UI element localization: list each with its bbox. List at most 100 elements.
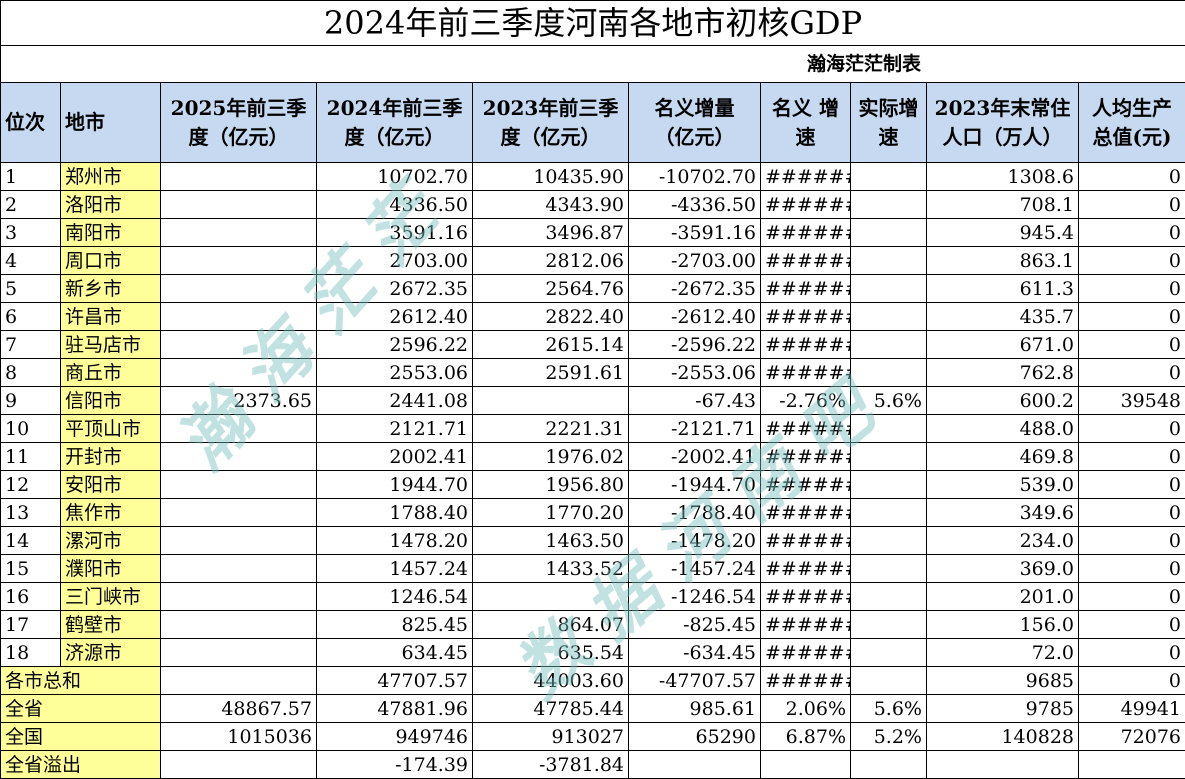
cell (160, 750, 317, 779)
cell: 0 (1077, 442, 1185, 471)
cell: 7 (0, 330, 61, 359)
cell: -3591.16 (628, 218, 761, 247)
cell (160, 666, 317, 695)
cell: -3781.84 (472, 750, 629, 779)
cell: 0 (1077, 414, 1185, 443)
cell: -1944.70 (628, 470, 761, 499)
total-row: 全省 48867.57 47881.96 47785.44 985.61 2.06% 5.6… (0, 694, 1185, 723)
cell: 9685 (926, 666, 1079, 695)
cell: 全国 (0, 722, 161, 751)
cell: -2.76% (760, 386, 851, 415)
cell: 0 (1077, 330, 1185, 359)
cell: 985.61 (628, 694, 761, 723)
cell (160, 274, 317, 303)
cell: 47785.44 (472, 694, 629, 723)
cell (850, 358, 927, 387)
cell: 17 (0, 610, 61, 639)
cell (160, 582, 317, 611)
cell: 39548 (1077, 386, 1185, 415)
cell: 商丘市 (60, 358, 161, 387)
cell: 4336.50 (316, 190, 473, 219)
cell (160, 218, 317, 247)
cell: 焦作市 (60, 498, 161, 527)
cell: 南阳市 (60, 218, 161, 247)
cell: 1478.20 (316, 526, 473, 555)
cell (850, 526, 927, 555)
cell: 2612.40 (316, 302, 473, 331)
cell: 11 (0, 442, 61, 471)
cell: 1433.52 (472, 554, 629, 583)
cell: 漯河市 (60, 526, 161, 555)
cell: 0 (1077, 246, 1185, 275)
cell: 3 (0, 218, 61, 247)
cell: 49941 (1077, 694, 1185, 723)
cell: 1944.70 (316, 470, 473, 499)
cell: 864.07 (472, 610, 629, 639)
cell: 许昌市 (60, 302, 161, 331)
cell: 0 (1077, 358, 1185, 387)
cell: 洛阳市 (60, 190, 161, 219)
cell: 0 (1077, 526, 1185, 555)
title: 2024年前三季度河南各地市初核GDP (0, 0, 1185, 46)
cell: ####### (760, 442, 851, 471)
cell: 地市 (60, 82, 161, 163)
cell: -1246.54 (628, 582, 761, 611)
cell (160, 638, 317, 667)
cell: 234.0 (926, 526, 1079, 555)
cell (850, 330, 927, 359)
cell: ####### (760, 190, 851, 219)
cell: 0 (1077, 470, 1185, 499)
cell: 539.0 (926, 470, 1079, 499)
cell: 6 (0, 302, 61, 331)
cell: 2822.40 (472, 302, 629, 331)
cell (160, 330, 317, 359)
cell: 13 (0, 498, 61, 527)
cell: 名义增量 （亿元） (628, 82, 761, 163)
cell: 369.0 (926, 554, 1079, 583)
cell: 1956.80 (472, 470, 629, 499)
cell (850, 498, 927, 527)
cell: 72.0 (926, 638, 1079, 667)
cell: 2672.35 (316, 274, 473, 303)
cell: 18 (0, 638, 61, 667)
cell (160, 190, 317, 219)
cell: 3496.87 (472, 218, 629, 247)
cell: 济源市 (60, 638, 161, 667)
cell: 新乡市 (60, 274, 161, 303)
cell (628, 750, 761, 779)
cell: 2553.06 (316, 358, 473, 387)
cell: 安阳市 (60, 470, 161, 499)
cell: 140828 (926, 722, 1079, 751)
cell: 47881.96 (316, 694, 473, 723)
cell: ####### (760, 666, 851, 695)
cell: -2672.35 (628, 274, 761, 303)
cell: 949746 (316, 722, 473, 751)
cell: -2596.22 (628, 330, 761, 359)
cell: 0 (1077, 190, 1185, 219)
cell (850, 554, 927, 583)
cell: ####### (760, 274, 851, 303)
cell: 3591.16 (316, 218, 473, 247)
cell: 72076 (1077, 722, 1185, 751)
cell: 913027 (472, 722, 629, 751)
cell: 65290 (628, 722, 761, 751)
cell: 708.1 (926, 190, 1079, 219)
subtitle: 瀚海茫茫制表 (0, 45, 1185, 83)
cell: 1308.6 (926, 162, 1079, 191)
cell: 鹤壁市 (60, 610, 161, 639)
cell: 945.4 (926, 218, 1079, 247)
subtitle-row: 瀚海茫茫制表 (0, 45, 1185, 83)
header-row: 位次 地市 2025年前三季 度（亿元） 2024年前三季 度（亿元） 2023年前三季… (0, 82, 1185, 163)
cell (850, 610, 927, 639)
cell: 5.2% (850, 722, 927, 751)
cell: ####### (760, 302, 851, 331)
